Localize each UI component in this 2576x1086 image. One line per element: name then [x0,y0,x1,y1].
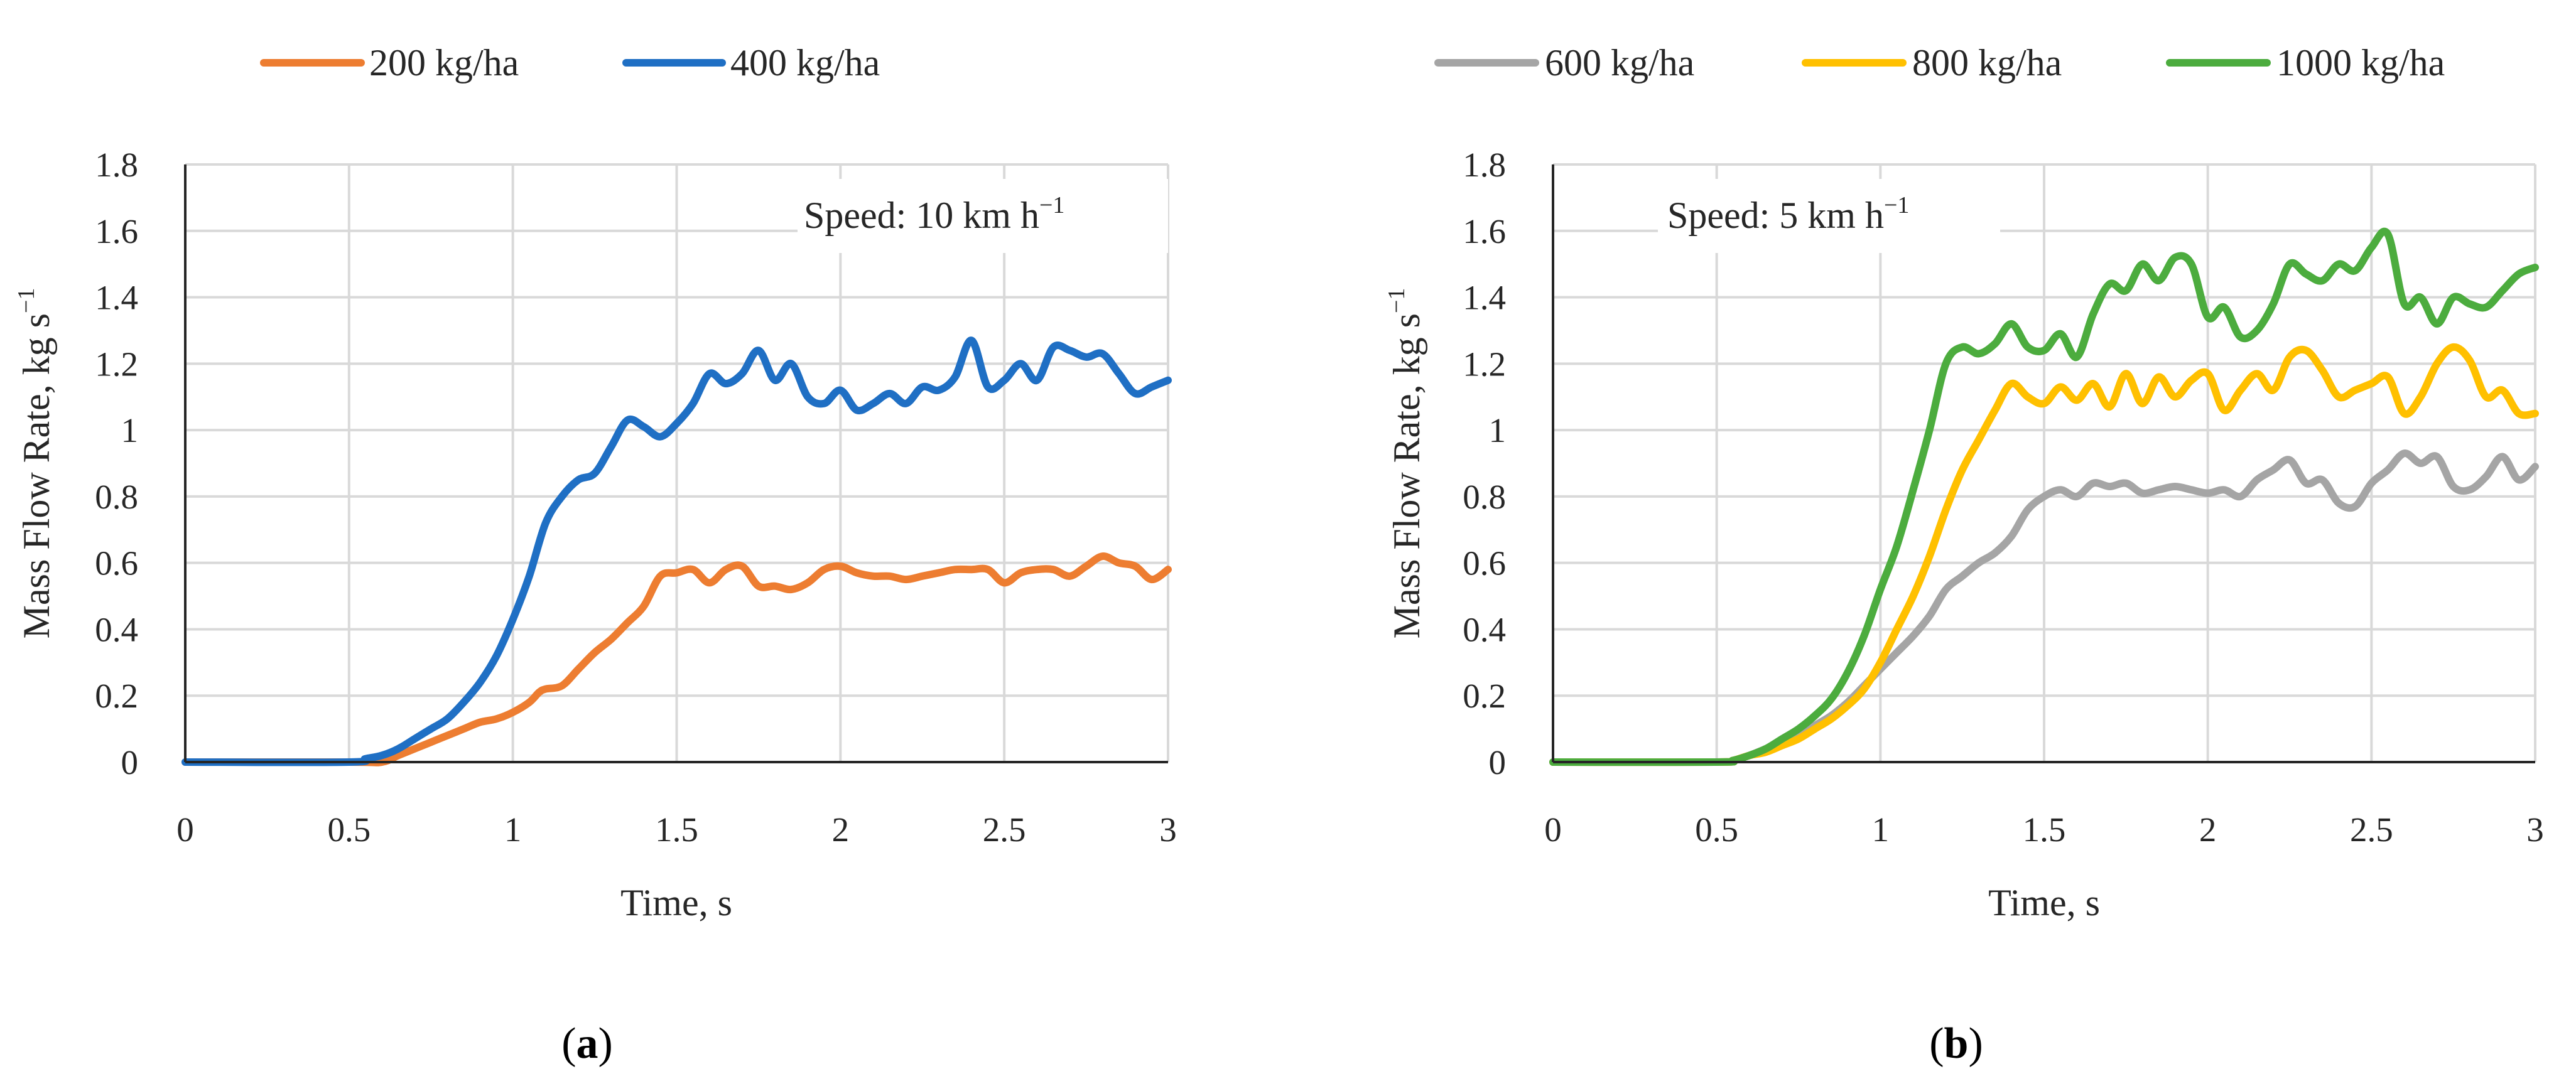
caption-a-letter: a [576,1019,598,1068]
annotation-box-b [1658,179,2000,253]
chart-panel-a: 200 kg/ha 400 kg/ha 0 0.2 0.4 0.6 0.8 1 1.2 1.4… [13,42,1177,1068]
annotation-box-a [798,179,1168,253]
x-tick-label: 1 [504,810,522,849]
x-tick-label: 3 [1159,810,1177,849]
x-tick-label: 0 [1544,810,1562,849]
legend-a: 200 kg/ha 400 kg/ha [260,42,880,83]
y-tick-label: 0.6 [1463,544,1506,583]
y-tick-label: 1.2 [95,345,138,383]
x-axis-title-a: Time, s [620,882,732,923]
y-tick-label: 0.8 [95,478,138,516]
x-tick-label: 2.5 [983,810,1026,849]
y-tick-label: 1.4 [1463,279,1506,317]
y-tick-label: 0 [121,743,139,782]
series-group-a [181,336,1172,766]
caption-b-close: ) [1968,1019,1983,1068]
speed-annotation-b: Speed: 5 km h−1 [1667,192,1909,236]
x-tick-label: 2 [832,810,850,849]
y-tick-label: 1.8 [95,146,138,184]
x-tick-label: 0.5 [1695,810,1738,849]
y-tick-label: 1.2 [1463,345,1506,383]
caption-b-open: ( [1929,1019,1944,1068]
series-line-800-kg-ha [1549,343,2539,766]
y-tick-label: 1.6 [95,212,138,250]
speed-annotation-b-sup: −1 [1884,192,1909,218]
series-line-400-kg-ha [181,336,1172,766]
grid-a [185,163,1169,762]
chart-panel-b: 600 kg/ha 800 kg/ha 1000 kg/ha 0 0.2 0.4 0.… [1383,42,2544,1068]
series-line-200-kg-ha [181,552,1172,766]
grid-b [1553,163,2536,762]
legend-label-400: 400 kg/ha [730,42,880,83]
caption-a-close: ) [598,1019,613,1068]
series-group-b [1549,227,2539,766]
legend-label-200: 200 kg/ha [369,42,519,83]
speed-annotation-a-text: Speed: 10 km h [804,195,1039,236]
x-tick-label: 0.5 [327,810,371,849]
y-tick-label: 0.4 [95,610,138,648]
y-tick-label: 1.4 [95,279,138,317]
y-tick-label: 1 [1489,411,1507,449]
x-axis-title-b: Time, s [1988,882,2100,923]
y-axis-title-a-sup: −1 [13,288,40,313]
legend-label-800: 800 kg/ha [1912,42,2062,83]
caption-a: (a) [561,1019,613,1068]
x-ticks-a: 0 0.5 1 1.5 2 2.5 3 [176,810,1177,849]
x-tick-label: 2 [2199,810,2217,849]
legend-label-1000: 1000 kg/ha [2276,42,2445,83]
y-axis-title-b: Mass Flow Rate, kg s−1 [1383,288,1427,639]
y-axis-title-b-text: Mass Flow Rate, kg s [1386,313,1427,638]
series-line-1000-kg-ha [1549,227,2539,766]
y-tick-label: 0.2 [1463,677,1506,715]
x-tick-label: 1 [1872,810,1890,849]
x-tick-label: 0 [176,810,194,849]
caption-b: (b) [1929,1019,1983,1068]
caption-a-open: ( [561,1019,576,1068]
y-tick-label: 0.2 [95,677,138,715]
speed-annotation-b-text: Speed: 5 km h [1667,195,1884,236]
speed-annotation-a: Speed: 10 km h−1 [804,192,1064,236]
x-tick-label: 2.5 [2350,810,2393,849]
y-tick-label: 1.8 [1463,146,1506,184]
x-tick-label: 1.5 [655,810,698,849]
y-axis-title-b-sup: −1 [1383,288,1410,313]
caption-b-letter: b [1944,1019,1969,1068]
x-ticks-b: 0 0.5 1 1.5 2 2.5 3 [1544,810,2544,849]
y-tick-label: 0.8 [1463,478,1506,516]
y-axis-title-a-text: Mass Flow Rate, kg s [16,313,57,638]
y-tick-label: 1 [121,411,139,449]
y-ticks-a: 0 0.2 0.4 0.6 0.8 1 1.2 1.4 1.6 1.8 [95,146,138,782]
x-tick-label: 1.5 [2023,810,2066,849]
y-tick-label: 1.6 [1463,212,1506,250]
y-ticks-b: 0 0.2 0.4 0.6 0.8 1 1.2 1.4 1.6 1.8 [1463,146,1506,782]
legend-label-600: 600 kg/ha [1545,42,1694,83]
y-tick-label: 0.6 [95,544,138,583]
legend-b: 600 kg/ha 800 kg/ha 1000 kg/ha [1434,42,2445,83]
y-tick-label: 0.4 [1463,610,1506,648]
y-tick-label: 0 [1489,743,1507,782]
x-tick-label: 3 [2526,810,2544,849]
y-axis-title-a: Mass Flow Rate, kg s−1 [13,288,57,639]
speed-annotation-a-sup: −1 [1039,192,1064,218]
